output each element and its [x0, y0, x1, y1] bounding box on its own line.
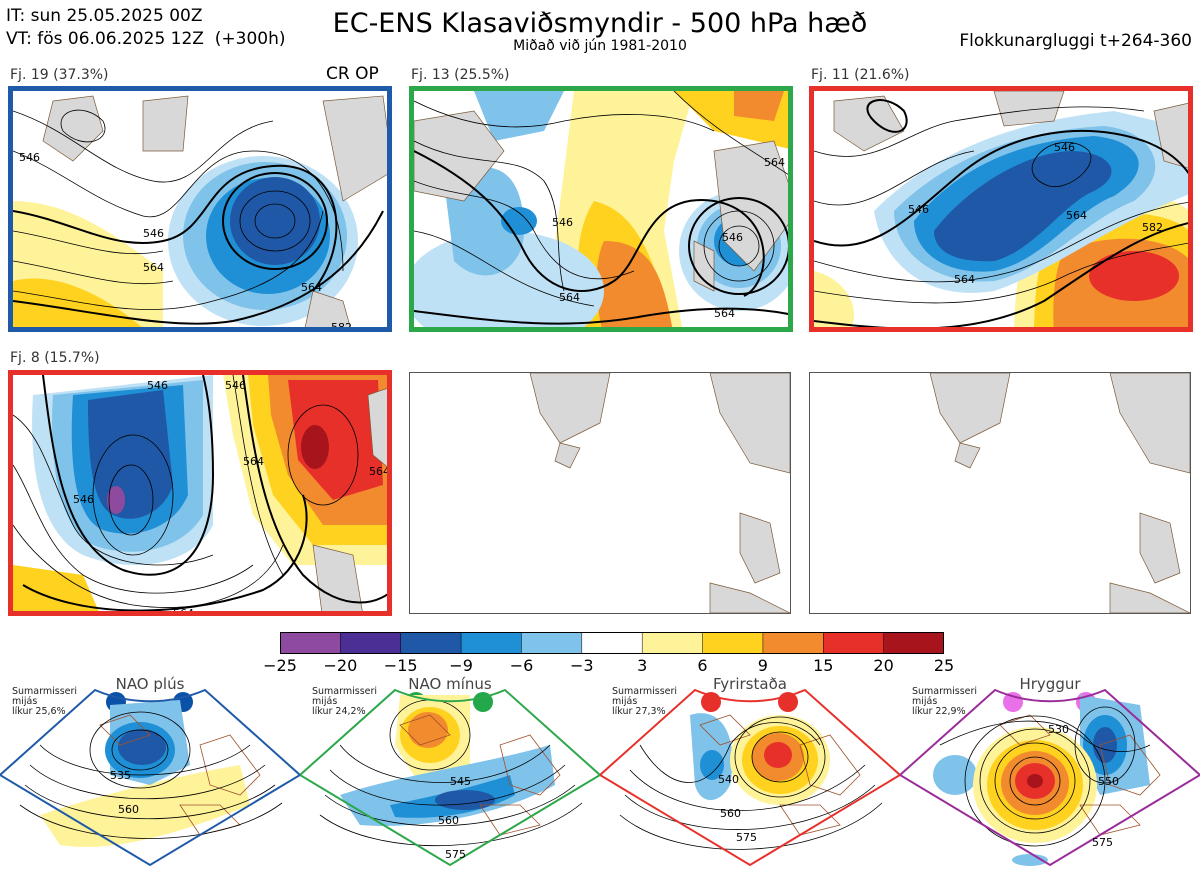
cluster-map-3: 546 564 582 546 564	[809, 86, 1193, 332]
contour-label: 575	[1092, 836, 1113, 849]
contour-label: 546	[908, 203, 929, 216]
empty-map-5	[409, 372, 791, 614]
init-time: IT: sun 25.05.2025 00Z	[6, 6, 203, 26]
empty-map-6	[809, 372, 1191, 614]
regime-nao-minus: NAO mínus Sumarmisseri mijás líkur 24,2% 5…	[300, 675, 600, 871]
regime-info: Sumarmisseri mijás líkur 22,9%	[912, 686, 978, 717]
colorbar-tick-label: −25	[263, 656, 297, 675]
panel-label-4: Fj. 8 (15.7%)	[10, 350, 100, 366]
chart-title: EC-ENS Klasaviðsmyndir - 500 hPa hæð	[332, 8, 868, 39]
colorbar-swatch	[400, 632, 462, 654]
colorbar-tick-label: 3	[637, 656, 648, 675]
regime-title: Hryggur	[1019, 675, 1081, 693]
contour-label: 575	[736, 831, 757, 844]
colorbar-swatch	[762, 632, 825, 654]
colorbar-tick-label: −20	[323, 656, 358, 675]
cr-op-label: CR OP	[326, 64, 379, 84]
colorbar-tick-label: 15	[813, 656, 834, 675]
contour-label: 564	[954, 273, 975, 286]
panel-label-1: Fj. 19 (37.3%)	[10, 67, 109, 83]
contour-label: 546	[552, 216, 573, 229]
colorbar-tick-label: −15	[383, 656, 418, 675]
contour-label: 564	[1066, 209, 1087, 222]
colorbar-swatch	[823, 632, 885, 654]
colorbar	[280, 632, 944, 654]
regime-ridge: Hryggur Sumarmisseri mijás líkur 22,9% 530…	[900, 675, 1200, 871]
contour-label: 564	[559, 291, 580, 304]
contour-label: 560	[438, 814, 459, 827]
regime-title: NAO mínus	[408, 675, 492, 693]
contour-label: 564	[714, 307, 735, 320]
colorbar-tick-label: 6	[697, 656, 708, 675]
contour-label: 546	[722, 231, 743, 244]
regime-info: Sumarmisseri mijás líkur 27,3%	[612, 686, 678, 717]
contour-label: 582	[331, 321, 352, 332]
cluster-map-2: 546 564 564 546 564	[409, 86, 793, 332]
contour-label: 564	[243, 455, 264, 468]
regime-info: Sumarmisseri mijás líkur 24,2%	[312, 686, 378, 717]
colorbar-swatch	[581, 632, 643, 654]
contour-label: 546	[225, 379, 246, 392]
colorbar-tick-label: 25	[933, 656, 955, 675]
contour-label: 575	[445, 848, 466, 861]
contour-label: 546	[147, 379, 168, 392]
contour-label: 535	[110, 769, 131, 782]
panel-label-2: Fj. 13 (25.5%)	[411, 67, 510, 83]
colorbar-swatch	[280, 632, 342, 654]
colorbar-swatch	[460, 632, 523, 654]
contour-label: 564	[173, 607, 194, 616]
classification-window: Flokkunargluggi t+264-360	[959, 31, 1192, 51]
contour-label: 546	[73, 493, 94, 506]
contour-label: 564	[369, 465, 390, 478]
regime-nao-plus: NAO plús Sumarmisseri mijás líkur 25,6% 53…	[0, 675, 300, 871]
panel-label-3: Fj. 11 (21.6%)	[811, 67, 910, 83]
colorbar-tick-label: −3	[570, 656, 594, 675]
chart-subtitle: Miðað við jún 1981-2010	[513, 38, 687, 54]
contour-label: 530	[1048, 723, 1069, 736]
cluster-map-4: 546 564 564 546 564 546	[8, 370, 392, 616]
regime-title: NAO plús	[115, 675, 185, 693]
regime-info: Sumarmisseri mijás líkur 25,6%	[12, 686, 78, 717]
colorbar-swatch	[641, 632, 704, 654]
colorbar-swatch	[883, 632, 944, 654]
regime-blocking: Fyrirstaða Sumarmisseri mijás líkur 27,3% …	[600, 675, 900, 871]
contour-label: 564	[143, 261, 164, 274]
colorbar-tick-label: 9	[757, 656, 768, 675]
colorbar-swatch	[702, 632, 764, 654]
contour-label: 540	[718, 773, 739, 786]
colorbar-swatch	[521, 632, 583, 654]
contour-label: 564	[301, 281, 322, 294]
contour-label: 560	[720, 807, 741, 820]
contour-label: 582	[1142, 221, 1163, 234]
contour-label: 546	[143, 227, 164, 240]
contour-label: 545	[450, 775, 471, 788]
contour-label: 546	[19, 151, 40, 164]
contour-label: 546	[1054, 141, 1075, 154]
colorbar-tick-label: −6	[509, 656, 534, 675]
contour-label: 564	[764, 156, 785, 169]
colorbar-swatch	[340, 632, 402, 654]
contour-label: 550	[1098, 775, 1119, 788]
contour-label: 560	[118, 803, 139, 816]
regime-title: Fyrirstaða	[713, 675, 787, 693]
valid-time: VT: fös 06.06.2025 12Z (+300h)	[6, 29, 286, 49]
colorbar-tick-label: 20	[873, 656, 894, 675]
colorbar-tick-label: −9	[449, 656, 473, 675]
cluster-map-1: 546 564 564 582 546	[8, 86, 392, 332]
